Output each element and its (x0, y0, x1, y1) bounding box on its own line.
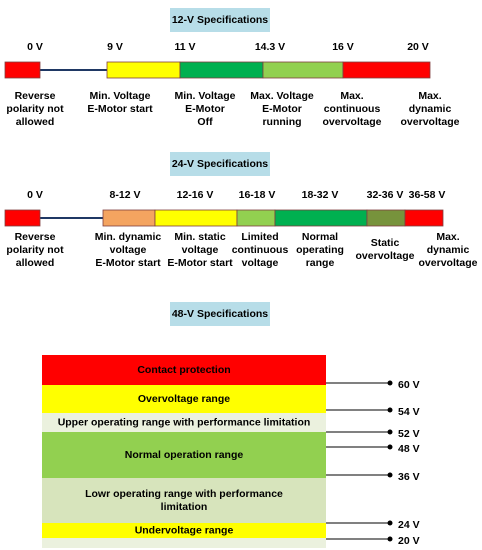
dot (387, 472, 393, 478)
title: 48-V Specifications (172, 308, 268, 320)
description: dynamic (427, 244, 470, 256)
description: polarity not (6, 103, 64, 115)
band (42, 478, 326, 523)
description: overvoltage (419, 257, 478, 269)
description: overvoltage (401, 116, 460, 128)
bar-segment (106, 61, 181, 79)
voltage-label: 12-16 V (177, 189, 214, 201)
description: range (306, 257, 335, 269)
bar-segment (404, 209, 444, 227)
description: overvoltage (323, 116, 382, 128)
description: E-Motor start (87, 103, 153, 115)
description: Max. (436, 231, 459, 243)
range-label: Normal operation range (125, 449, 244, 461)
title-box (170, 152, 270, 176)
range-label: Upper operating range with performance l… (58, 416, 311, 428)
description: E-Motor start (167, 257, 233, 269)
voltage-label: 36 V (398, 471, 420, 483)
description: Min. dynamic (95, 231, 162, 243)
voltage-label: 18-32 V (302, 189, 339, 201)
band (42, 538, 326, 548)
range-label: Overvoltage range (138, 393, 230, 405)
description: overvoltage (356, 250, 415, 262)
bar-segment (4, 61, 41, 79)
description: voltage (182, 244, 219, 256)
band (42, 385, 326, 413)
description: Normal (302, 231, 338, 243)
description: allowed (16, 257, 55, 269)
title: 12-V Specifications (172, 14, 268, 26)
description: E-Motor (262, 103, 302, 115)
voltage-label: 60 V (398, 379, 420, 391)
voltage-label: 48 V (398, 443, 420, 455)
bar-segment (236, 209, 276, 227)
bar-segment (366, 209, 406, 227)
description: Min. static (174, 231, 226, 243)
description: E-Motor start (95, 257, 161, 269)
range-label: Contact protection (137, 364, 230, 376)
title-box (170, 8, 270, 32)
voltage-label: 52 V (398, 428, 420, 440)
bar-segment (274, 209, 368, 227)
voltage-label: 24 V (398, 519, 420, 531)
dot (387, 380, 393, 386)
voltage-label: 54 V (398, 406, 420, 418)
range-label: Lowr operating range with performance (85, 488, 283, 500)
description: Max. (340, 90, 363, 102)
voltage-label: 8-12 V (110, 189, 141, 201)
voltage-label: 36-58 V (409, 189, 446, 201)
band (42, 432, 326, 478)
voltage-label: 0 V (27, 41, 43, 53)
voltage-label: 16-18 V (239, 189, 276, 201)
description: Off (197, 116, 213, 128)
range-label: Undervoltage range (135, 524, 234, 536)
dot (387, 536, 393, 542)
description: voltage (110, 244, 147, 256)
voltage-label: 20 V (407, 41, 429, 53)
description: running (262, 116, 301, 128)
description: Max. Voltage (250, 90, 314, 102)
description: Min. Voltage (174, 90, 235, 102)
voltage-label: 16 V (332, 41, 354, 53)
description: continuous (232, 244, 289, 256)
description: voltage (242, 257, 279, 269)
voltage-label: 32-36 V (367, 189, 404, 201)
description: E-Motor (185, 103, 225, 115)
description: continuous (324, 103, 381, 115)
bar-segment (4, 209, 41, 227)
title-box (170, 302, 270, 326)
description: allowed (16, 116, 55, 128)
description: Static (371, 237, 400, 249)
bar-segment (154, 209, 238, 227)
bar-segment (262, 61, 344, 79)
voltage-label: 14.3 V (255, 41, 285, 53)
band (42, 413, 326, 432)
title: 24-V Specifications (172, 158, 268, 170)
dot (387, 520, 393, 526)
description: Limited (241, 231, 278, 243)
dot (387, 429, 393, 435)
description: operating (296, 244, 344, 256)
description: Min. Voltage (89, 90, 150, 102)
description: Reverse (15, 231, 56, 243)
description: polarity not (6, 244, 64, 256)
dot (387, 444, 393, 450)
voltage-label: 11 V (174, 41, 195, 53)
voltage-label: 9 V (107, 41, 123, 53)
bar-segment (102, 209, 156, 227)
description: dynamic (409, 103, 452, 115)
voltage-label: 20 V (398, 535, 420, 547)
description: Max. (418, 90, 441, 102)
range-label: limitation (161, 501, 208, 513)
band (42, 355, 326, 385)
description: Reverse (15, 90, 56, 102)
bar-segment (179, 61, 264, 79)
dot (387, 407, 393, 413)
band (42, 523, 326, 538)
bar-segment (342, 61, 431, 79)
voltage-label: 0 V (27, 189, 43, 201)
